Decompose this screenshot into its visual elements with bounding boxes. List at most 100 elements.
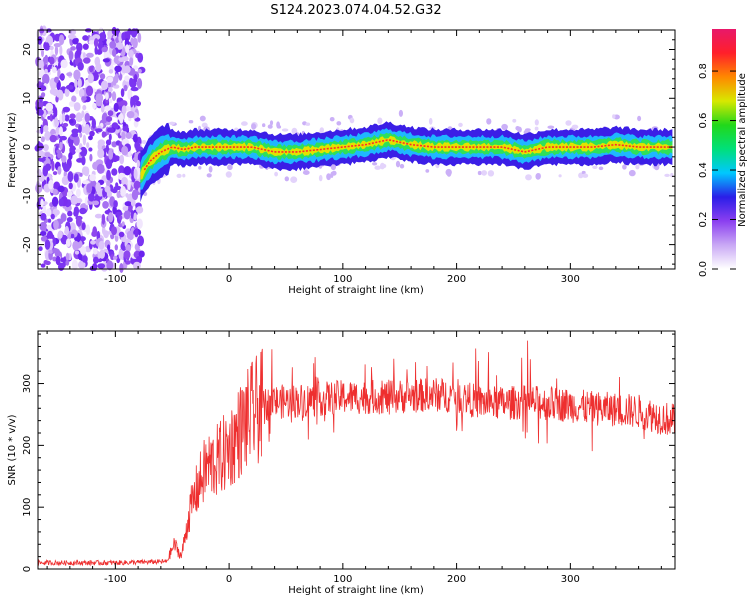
noise-speckle bbox=[91, 118, 97, 129]
noise-speckle bbox=[119, 100, 128, 107]
noise-speckle bbox=[48, 179, 54, 190]
noise-speckle bbox=[78, 124, 82, 134]
noise-speckle bbox=[118, 31, 123, 43]
noise-speckle bbox=[124, 201, 132, 207]
noise-speckle bbox=[112, 205, 117, 215]
noise-speckle bbox=[44, 42, 50, 51]
noise-speckle bbox=[79, 146, 88, 157]
noise-speckle bbox=[92, 200, 100, 206]
noise-speckle bbox=[71, 259, 78, 271]
noise-speckle bbox=[67, 171, 74, 183]
noise-speckle bbox=[95, 93, 104, 103]
signal-halo-speckle bbox=[428, 117, 433, 125]
noise-speckle bbox=[86, 183, 93, 194]
noise-speckle bbox=[122, 206, 129, 212]
spectrogram-x-tick-label: 0 bbox=[226, 274, 232, 285]
noise-speckle bbox=[123, 210, 131, 220]
signal-halo-speckle bbox=[565, 120, 572, 126]
noise-speckle bbox=[64, 87, 70, 98]
noise-speckle bbox=[59, 141, 63, 150]
noise-speckle bbox=[50, 81, 57, 91]
snr-y-tick-label: 200 bbox=[22, 436, 33, 455]
noise-speckle bbox=[44, 68, 48, 74]
noise-speckle bbox=[104, 185, 111, 193]
noise-speckle bbox=[84, 112, 91, 123]
noise-speckle bbox=[92, 247, 98, 255]
noise-speckle bbox=[67, 210, 73, 217]
signal-halo-speckle bbox=[512, 118, 517, 123]
noise-speckle bbox=[45, 102, 54, 112]
noise-speckle bbox=[41, 92, 46, 98]
signal-halo-speckle bbox=[206, 173, 212, 178]
colorbar-tick-label: 0.0 bbox=[698, 261, 709, 277]
signal-halo-speckle bbox=[458, 122, 463, 127]
noise-speckle bbox=[47, 218, 52, 223]
noise-speckle bbox=[39, 85, 47, 92]
noise-speckle bbox=[51, 66, 57, 74]
signal-halo-speckle bbox=[571, 124, 579, 129]
spectrogram-x-tick-label: 100 bbox=[333, 274, 352, 285]
noise-speckle bbox=[73, 173, 79, 183]
noise-speckle bbox=[84, 124, 90, 135]
noise-speckle bbox=[79, 172, 83, 177]
noise-speckle bbox=[107, 82, 112, 88]
colorbar-tick-label: 0.8 bbox=[698, 63, 709, 79]
noise-speckle bbox=[78, 260, 86, 269]
noise-speckle bbox=[125, 244, 131, 252]
noise-speckle bbox=[93, 38, 99, 48]
signal-halo-speckle bbox=[336, 121, 342, 126]
noise-speckle bbox=[92, 226, 98, 237]
noise-speckle bbox=[61, 235, 68, 243]
noise-speckle bbox=[42, 73, 50, 85]
snr-x-ticks: -100 0 100 200 300 bbox=[46, 331, 662, 585]
spectrogram-y-tick-label: -20 bbox=[22, 236, 33, 252]
noise-speckle bbox=[88, 40, 96, 45]
noise-speckle bbox=[118, 249, 124, 260]
signal-halo-speckle bbox=[445, 168, 452, 176]
spectrogram-noise-region bbox=[34, 25, 146, 273]
noise-speckle bbox=[112, 155, 118, 163]
noise-speckle bbox=[100, 103, 105, 113]
noise-speckle bbox=[111, 26, 117, 35]
signal-halo-speckle bbox=[227, 164, 233, 171]
signal-halo-speckle bbox=[558, 174, 562, 178]
noise-speckle bbox=[108, 87, 113, 93]
noise-speckle bbox=[39, 221, 48, 232]
noise-speckle bbox=[40, 124, 44, 135]
noise-speckle bbox=[112, 255, 118, 260]
noise-speckle bbox=[103, 230, 109, 239]
snr-y-axis-label: SNR (10 * v/v) bbox=[7, 414, 18, 485]
noise-speckle bbox=[133, 65, 139, 71]
noise-speckle bbox=[38, 246, 43, 252]
noise-speckle bbox=[133, 74, 138, 83]
noise-speckle bbox=[81, 166, 89, 176]
noise-speckle bbox=[95, 182, 101, 193]
noise-speckle bbox=[59, 113, 63, 125]
signal-halo-speckle bbox=[379, 162, 385, 170]
noise-speckle bbox=[89, 174, 96, 182]
noise-speckle bbox=[119, 263, 124, 273]
noise-speckle bbox=[39, 96, 43, 103]
noise-speckle bbox=[125, 131, 132, 139]
noise-speckle bbox=[111, 141, 117, 148]
signal-halo-speckle bbox=[372, 162, 378, 166]
signal-halo-speckle bbox=[525, 174, 532, 181]
noise-speckle bbox=[41, 49, 44, 57]
noise-speckle bbox=[121, 56, 129, 62]
noise-speckle bbox=[75, 216, 82, 227]
noise-speckle bbox=[68, 50, 74, 61]
noise-speckle bbox=[89, 65, 94, 73]
noise-speckle bbox=[38, 157, 46, 162]
noise-speckle bbox=[68, 182, 73, 190]
spectrogram-x-tick-label: -100 bbox=[104, 274, 127, 285]
noise-speckle bbox=[126, 111, 135, 119]
noise-speckle bbox=[106, 180, 111, 188]
noise-speckle bbox=[54, 33, 61, 42]
noise-speckle bbox=[59, 45, 63, 56]
noise-speckle bbox=[39, 28, 45, 34]
noise-speckle bbox=[43, 125, 49, 133]
noise-speckle bbox=[70, 46, 76, 51]
noise-speckle bbox=[123, 250, 131, 259]
spectrogram-y-tick-label: 10 bbox=[22, 92, 33, 105]
noise-speckle bbox=[58, 34, 65, 46]
